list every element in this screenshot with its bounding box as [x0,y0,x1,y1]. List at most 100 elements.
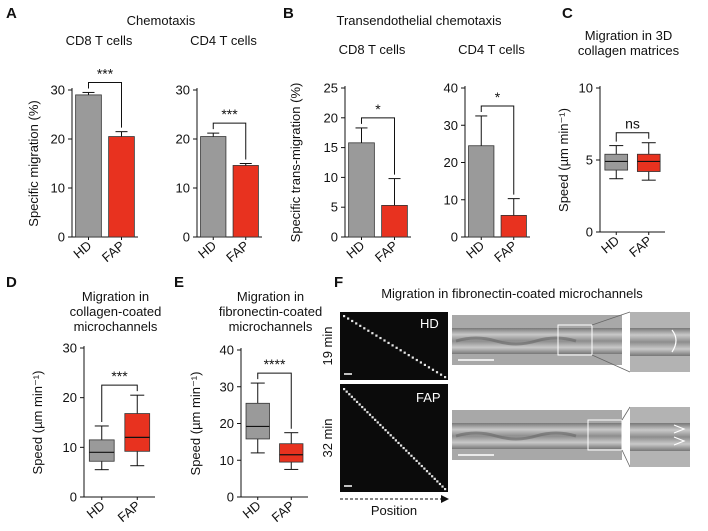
y-tick-label: 5 [331,200,338,215]
y-tick-label: 30 [444,118,458,133]
track-dot [395,346,398,349]
panel-label-e: E [174,274,184,291]
y-tick-label: 10 [324,170,338,185]
track-dot [371,332,374,335]
y-axis-label: Specific migration (%) [26,100,41,226]
track-dot [358,403,361,406]
y-tick-label: 0 [227,490,234,505]
kymograph-hd-label: HD [420,316,439,331]
chart-title: CD4 T cells [458,42,525,57]
category-label: FAP [491,238,519,265]
track-dot [407,452,410,455]
chart-title: CD8 T cells [66,33,133,48]
track-dot [368,413,372,416]
significance-label: *** [111,368,128,384]
track-dot [343,388,346,391]
y-tick-label: 10 [63,440,77,455]
panel-label-d: D [6,274,17,291]
y-tick-label: 0 [58,230,65,245]
track-dot [359,324,362,327]
panel-label-a: A [6,5,17,22]
chart-title-line: Migration in [237,289,304,304]
y-tick-label: 30 [176,83,190,98]
arrowhead-icon [673,424,686,434]
track-dot [371,416,374,419]
track-dot [420,464,423,468]
track-dot [441,485,444,488]
y-tick-label: 10 [51,181,65,196]
track-dot [379,336,382,340]
chart-a-cd4: CD4 T cells 0 10 20 30 HD FAP *** [176,33,262,265]
y-tick-label: 20 [51,132,65,147]
category-label: HD [240,498,264,522]
track-dot [411,356,414,359]
bar-fap [232,165,259,238]
track-dot [381,426,385,429]
track-dot [376,421,379,424]
track-dot [438,482,442,486]
track-dot [374,418,377,421]
y-tick-label: 20 [63,390,77,405]
bar-hd [468,145,495,238]
chart-title-line: Migration in [82,289,149,304]
significance-bracket [257,372,292,429]
chart-title-line: microchannels [229,319,313,334]
y-axis-label: Specific trans-migration (%) [288,83,303,243]
y-axis-label: Speed (µm min⁻¹) [188,372,203,476]
box-fap [124,413,151,452]
bar-fap [500,214,527,238]
category-label: HD [70,238,94,262]
significance-bracket [212,122,247,160]
significance-bracket [101,384,138,422]
y-tick-label: 15 [324,140,338,155]
track-dot [444,376,447,379]
y-tick-label: 25 [324,81,338,96]
track-dot [387,341,390,345]
y-tick-label: 5 [586,153,593,168]
chart-title: CD4 T cells [190,33,257,48]
box-hd [245,402,270,440]
category-label: HD [343,238,367,262]
y-tick-label: 20 [444,155,458,170]
track-dot [348,393,351,396]
bar-fap [108,136,135,238]
panel-label-b: B [283,5,294,22]
microchannel-zoom-hd [630,312,690,372]
chart-a-cd8: CD8 T cells 0 10 20 30 Specific migration (%)… [26,33,138,265]
track-dot [402,446,405,450]
group-title-transendothelial: Transendothelial chemotaxis [337,13,502,28]
chart-b-cd4: CD4 T cells 0 10 20 30 40 HD FAP * [444,42,530,265]
track-dot [347,317,350,320]
chart-b-cd8: CD8 T cells 0 5 10 15 20 25 Specific trans-migr… [288,42,411,265]
track-dot [399,349,402,352]
y-tick-label: 20 [324,110,338,125]
track-dot [375,334,378,337]
chart-title-line: collagen matrices [578,43,680,58]
category-label: HD [598,233,622,257]
y-axis-label: Speed (µm min⁻¹) [556,108,571,212]
track-dot [397,441,400,445]
track-dot [433,477,436,480]
track-dot [431,475,434,478]
track-dot [366,411,369,414]
track-dot [425,470,429,473]
kymograph-fap-track [343,388,447,491]
significance-label: *** [221,106,238,122]
track-dot [361,405,364,409]
microchannel-zoom-fap [630,407,690,467]
track-dot [418,462,421,465]
track-dot [383,339,386,342]
chart-title-line: fibronectin-coated [219,304,322,319]
chart-e-fibronectin-channels: Migration infibronectin-coatedmicrochann… [188,289,322,525]
y-tick-label: 0 [70,490,77,505]
y-tick-label: 0 [183,230,190,245]
chart-title-line: collagen-coated [70,304,162,319]
category-label: FAP [269,498,297,525]
track-dot [389,434,392,437]
track-dot [367,329,370,332]
microchannel-image-fap [452,406,631,468]
group-title-chemotaxis: Chemotaxis [127,13,196,28]
track-dot [387,431,390,434]
y-tick-label: 20 [220,416,234,431]
